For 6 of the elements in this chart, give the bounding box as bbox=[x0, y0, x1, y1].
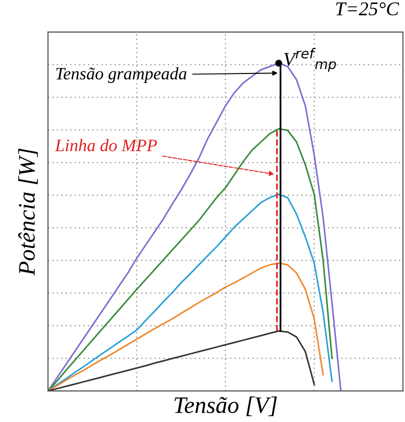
x-axis-title: Tensão [V] bbox=[174, 396, 277, 416]
y-axis-title: Potência [W] bbox=[18, 148, 38, 276]
text: T=25°C bbox=[336, 2, 400, 16]
annotation: Linha do MPP bbox=[54, 139, 157, 152]
annotation: Tensão grampeada bbox=[56, 67, 186, 84]
annotation: V$^{ref}$$_{mp}$ bbox=[284, 48, 336, 72]
